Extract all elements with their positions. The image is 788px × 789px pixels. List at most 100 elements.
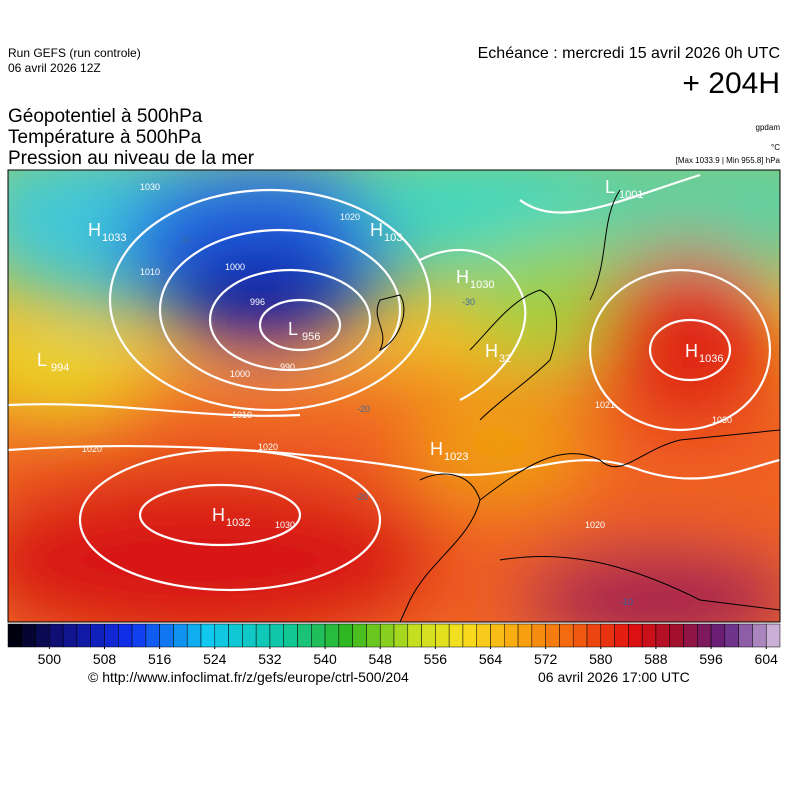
isobar-label: 1010: [140, 267, 160, 277]
title-1: Géopotentiel à 500hPa: [8, 106, 203, 127]
system-value: 1036: [699, 353, 723, 365]
system-value: 32: [499, 353, 511, 365]
coastlines: [376, 189, 780, 622]
system-type: H: [430, 439, 443, 459]
system-value: 1001: [619, 189, 643, 201]
colorbar-cell: [448, 623, 464, 648]
isobar-label: 1020: [585, 520, 605, 530]
colorbar-cell: [572, 623, 588, 648]
system-type: H: [370, 220, 383, 240]
colorbar-cell: [765, 623, 781, 648]
unit-temperature: °C: [771, 143, 780, 152]
colorbar-cell: [476, 623, 491, 648]
system-type: H: [485, 341, 498, 361]
source-url: © http://www.infoclimat.fr/z/gefs/europe…: [88, 669, 409, 685]
colorbar-cell: [586, 623, 602, 648]
colorbar-tick-label: 596: [699, 651, 723, 667]
colorbar-cell: [669, 623, 684, 648]
colorbar-cell: [655, 623, 670, 648]
isobar-label: 1021: [595, 400, 615, 410]
colorbar-cell: [531, 623, 546, 648]
colorbar-cell: [76, 623, 91, 648]
run-date: 06 avril 2026 12Z: [8, 61, 101, 75]
colorbar-cell: [545, 623, 560, 648]
generated-time: 06 avril 2026 17:00 UTC: [538, 669, 690, 685]
colorbar-cell: [104, 623, 119, 648]
system-type: H: [456, 267, 469, 287]
colorbar-cell: [352, 623, 367, 648]
colorbar-cell: [435, 623, 450, 648]
colorbar-cell: [614, 623, 629, 648]
temperature-label: -10: [620, 597, 633, 607]
isobar-label: 1000: [225, 262, 245, 272]
system-type: H: [685, 341, 698, 361]
colorbar-cell: [504, 623, 519, 648]
system-type: L: [605, 177, 615, 197]
field: [8, 170, 780, 622]
colorbar-cell: [145, 623, 160, 648]
colorbar-tick-label: 588: [644, 651, 668, 667]
colorbar-cell: [738, 623, 753, 648]
colorbar-tick-label: 532: [258, 651, 282, 667]
system-type: H: [88, 220, 101, 240]
colorbar-tick-label: 548: [369, 651, 393, 667]
map-frame: [7, 169, 781, 623]
temperature-label: -20: [355, 492, 368, 502]
isobar-label: 1020: [340, 212, 360, 222]
colorbar-cell: [269, 623, 284, 648]
unit-pressure: [Max 1033.9 | Min 955.8] hPa: [675, 156, 780, 165]
colorbar-cell: [628, 623, 643, 648]
isobar-label: 1030: [712, 415, 732, 425]
system-value: 994: [51, 362, 69, 374]
system-type: H: [212, 505, 225, 525]
colorbar-cell: [62, 623, 78, 648]
colorbar-tick-label: 500: [38, 651, 62, 667]
temperature-label: -20: [357, 404, 370, 414]
colorbar-cell: [490, 623, 505, 648]
colorbar-cell: [255, 623, 271, 648]
colorbar-tick-label: 556: [424, 651, 448, 667]
isobar-label: 1010: [232, 410, 252, 420]
temperature-label: -30: [462, 297, 475, 307]
colorbar-cell: [683, 623, 698, 648]
colorbar-cell: [421, 623, 436, 648]
colorbar-tick-label: 524: [203, 651, 227, 667]
system-value: 1032: [226, 517, 250, 529]
colorbar-cell: [173, 623, 188, 648]
colorbar-cell: [311, 623, 326, 648]
run-name: Run GEFS (run controle): [8, 46, 141, 60]
colorbar-tick-label: 564: [479, 651, 503, 667]
colorbar-cell: [324, 623, 340, 648]
colorbar-cell: [49, 623, 64, 648]
isobar-label: 1030: [140, 182, 160, 192]
colorbar-cell: [35, 623, 50, 648]
colorbar-tick-label: 572: [534, 651, 558, 667]
colorbar-cell: [517, 623, 533, 648]
colorbar-tick-label: 540: [313, 651, 337, 667]
colorbar-tick-label: 508: [93, 651, 117, 667]
colorbar-cell: [462, 623, 477, 648]
colorbar-cell: [21, 623, 36, 648]
colorbar-cell: [90, 623, 105, 648]
isobar-label: 990: [280, 362, 295, 372]
system-value: 1030: [470, 279, 494, 291]
echeance: Echéance : mercredi 15 avril 2026 0h UTC: [477, 45, 780, 62]
colorbar-cell: [366, 623, 381, 648]
colorbar-cell: [242, 623, 257, 648]
isobars: [8, 173, 780, 592]
isobar-label: 1020: [82, 444, 102, 454]
colorbar-cell: [297, 623, 312, 648]
title-3: Pression au niveau de la mer: [8, 148, 255, 169]
title-2: Température à 500hPa: [8, 127, 202, 148]
colorbar-tick-label: 580: [589, 651, 613, 667]
colorbar-cell: [200, 623, 216, 648]
lead-time: + 204H: [682, 67, 780, 100]
colorbar-cell: [379, 623, 395, 648]
system-value: 103: [384, 232, 402, 244]
colorbar-cell: [393, 623, 409, 648]
isobar-label: 996: [250, 297, 265, 307]
isobar-label: 1030: [275, 520, 295, 530]
colorbar-cell: [724, 623, 739, 648]
